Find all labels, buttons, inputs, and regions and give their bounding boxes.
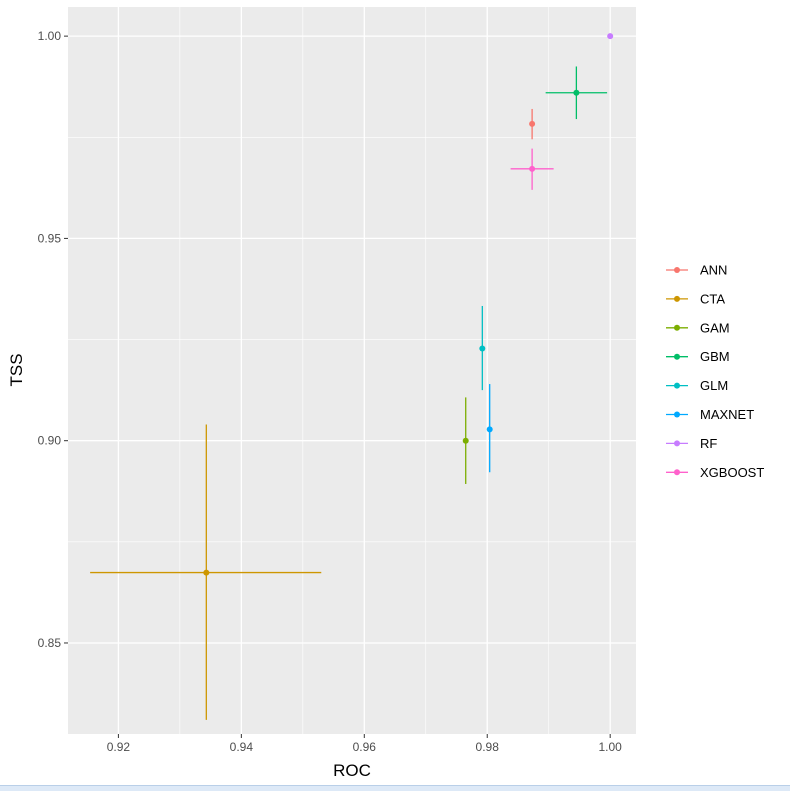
legend-item-ann: ANN [666,263,727,278]
grid-minor [68,7,636,734]
y-axis-title: TSS [7,353,26,386]
legend-label: XGBOOST [700,465,764,480]
data-point [203,569,210,576]
series-gam [462,397,469,484]
x-tick-label: 0.96 [353,740,377,754]
data-point [607,33,614,40]
legend-label: GAM [700,320,730,335]
data-point [462,437,469,444]
data-point [573,89,580,96]
series-glm [479,305,486,391]
legend-item-glm: GLM [666,378,728,393]
legend-key-point [674,411,680,418]
legend-label: GLM [700,378,728,393]
legend-key-point [674,324,680,331]
data-point [479,345,486,352]
data-point [486,426,493,433]
series-rf [607,33,614,40]
x-tick-label: 0.94 [230,740,254,754]
window-bottom-strip [0,785,790,791]
y-tick-label: 1.00 [38,29,62,43]
legend-key-point [674,382,680,389]
series-ann [529,108,536,140]
legend-item-cta: CTA [666,291,725,306]
data-marks [90,33,614,720]
x-axis-ticks: 0.92 0.94 0.96 0.98 1.00 [107,734,622,754]
y-axis-ticks: 0.85 0.90 0.95 1.00 [38,29,68,650]
x-tick-label: 1.00 [599,740,623,754]
y-tick-label: 0.90 [38,434,62,448]
legend-item-rf: RF [666,436,717,451]
legend-item-gam: GAM [666,320,730,335]
y-tick-label: 0.95 [38,231,62,245]
legend-label: CTA [700,291,725,306]
grid-major [68,7,636,734]
legend-label: ANN [700,263,727,278]
legend-label: GBM [700,349,730,364]
x-axis-title: ROC [333,761,371,780]
legend-item-xgboost: XGBOOST [666,465,764,480]
legend-key-point [674,267,680,273]
legend-label: MAXNET [700,407,754,422]
x-tick-label: 0.98 [476,740,500,754]
x-tick-label: 0.92 [107,740,131,754]
legend-key-point [674,440,680,447]
data-point [529,165,536,172]
legend-label: RF [700,436,717,451]
legend-item-maxnet: MAXNET [666,407,754,422]
legend-key-point [674,353,680,360]
legend-key-point [674,295,680,302]
data-point [529,120,536,127]
y-tick-label: 0.85 [38,636,62,650]
series-maxnet [486,384,493,473]
plot-panel [68,7,636,734]
legend-key-point [674,469,680,476]
legend-item-gbm: GBM [666,349,730,364]
series-cta [90,424,322,720]
series-gbm [545,66,608,120]
legend: ANN CTA GAM GBM GLM MAXNET RF XGBOOST [666,263,764,480]
series-xgboost [510,148,554,190]
